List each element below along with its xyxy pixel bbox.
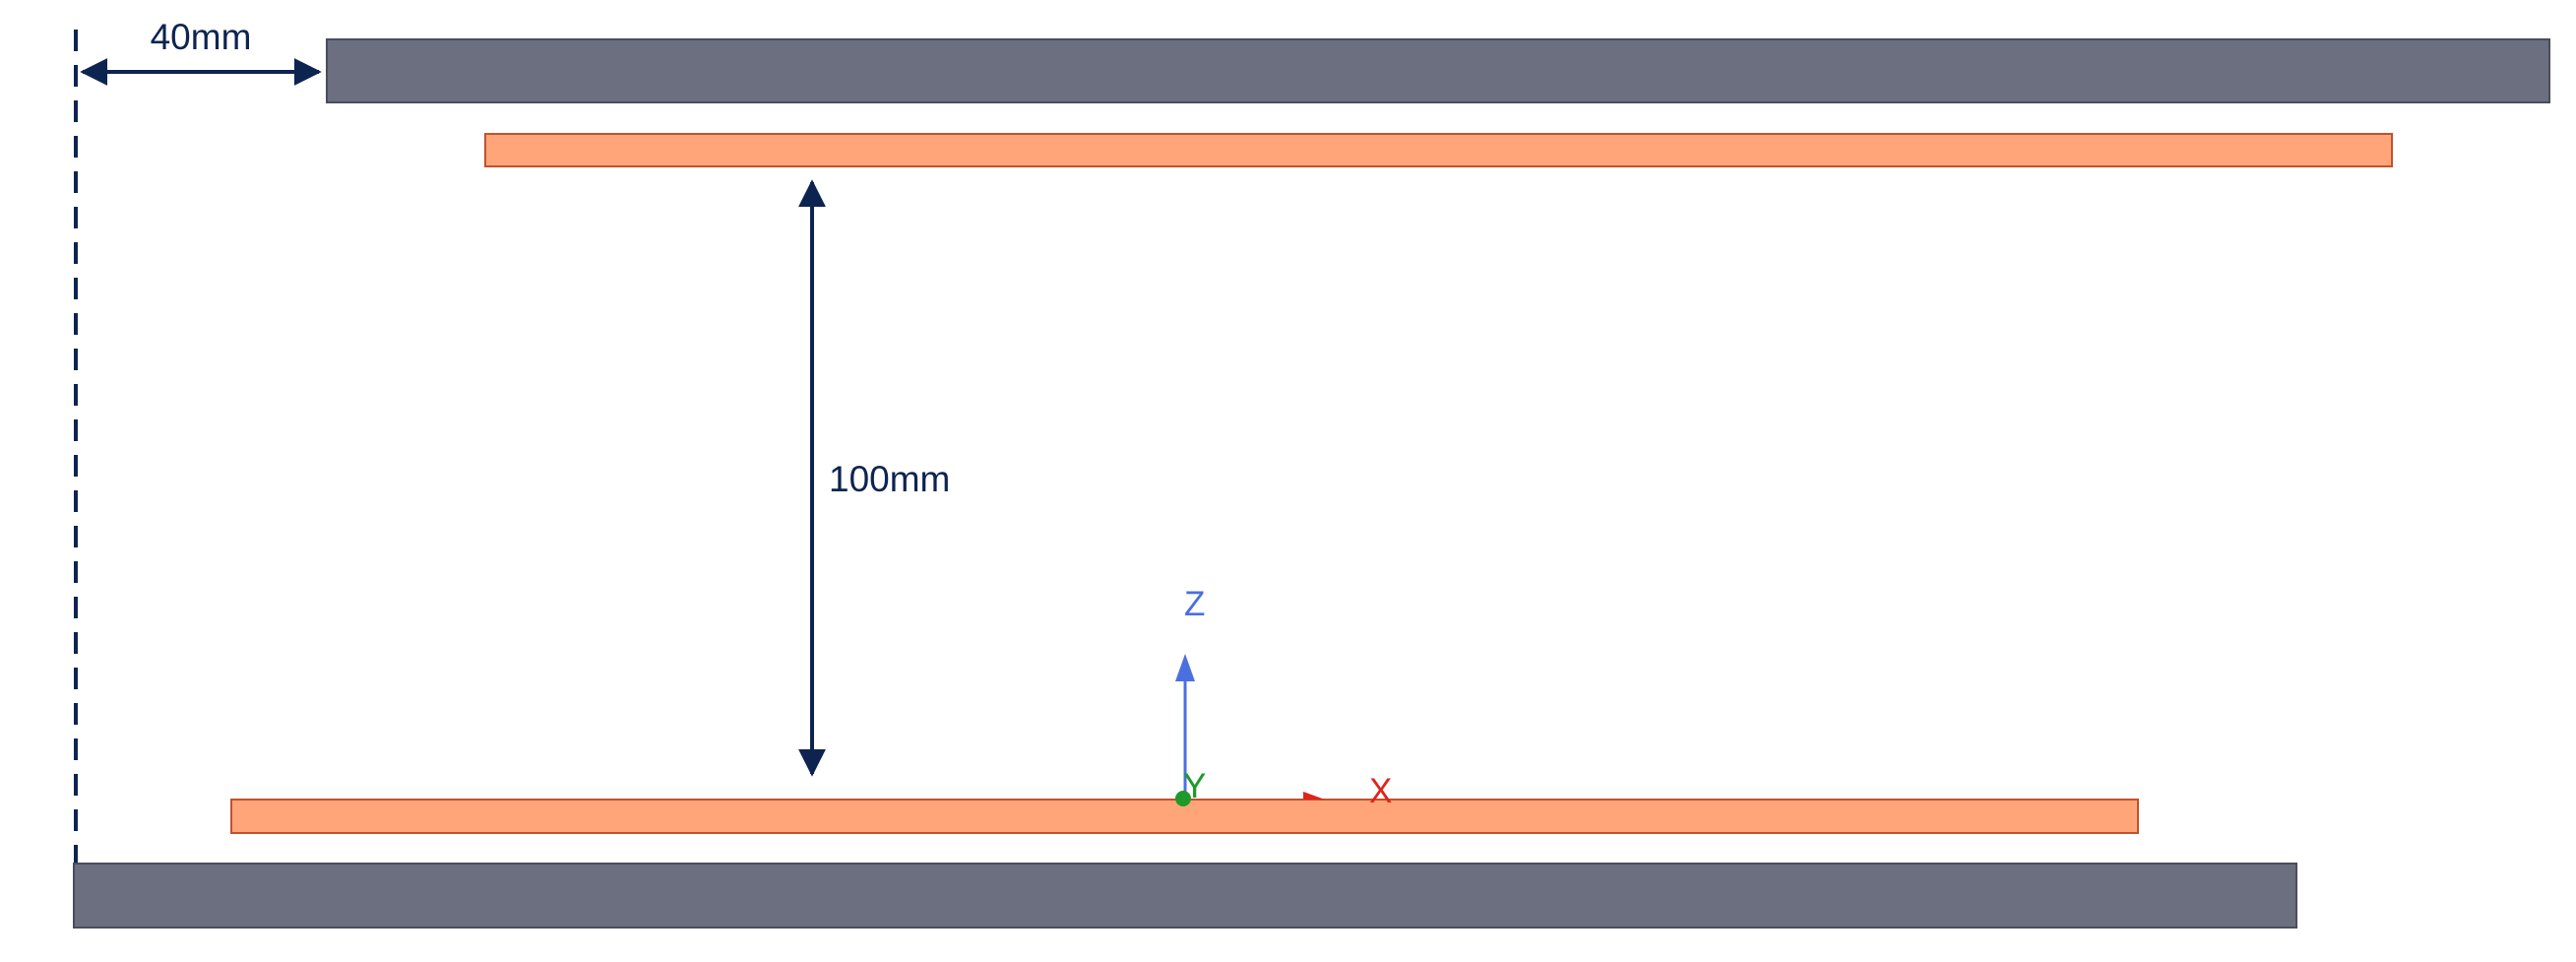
- x-axis-arrowhead: [1303, 792, 1325, 800]
- top-strip: [484, 133, 2393, 167]
- coordinate-triad: Z X Y: [1175, 585, 1392, 810]
- bottom-plate: [73, 863, 2297, 929]
- horizontal-dimension-label: 40mm: [151, 17, 252, 57]
- x-axis-label: X: [1369, 772, 1392, 810]
- z-axis-label: Z: [1184, 585, 1205, 623]
- z-axis-arrowhead: [1175, 654, 1195, 681]
- vertical-dimension-label: 100mm: [829, 459, 950, 499]
- origin-point: [1175, 791, 1191, 806]
- top-plate: [326, 38, 2550, 103]
- y-axis-label: Y: [1183, 767, 1206, 805]
